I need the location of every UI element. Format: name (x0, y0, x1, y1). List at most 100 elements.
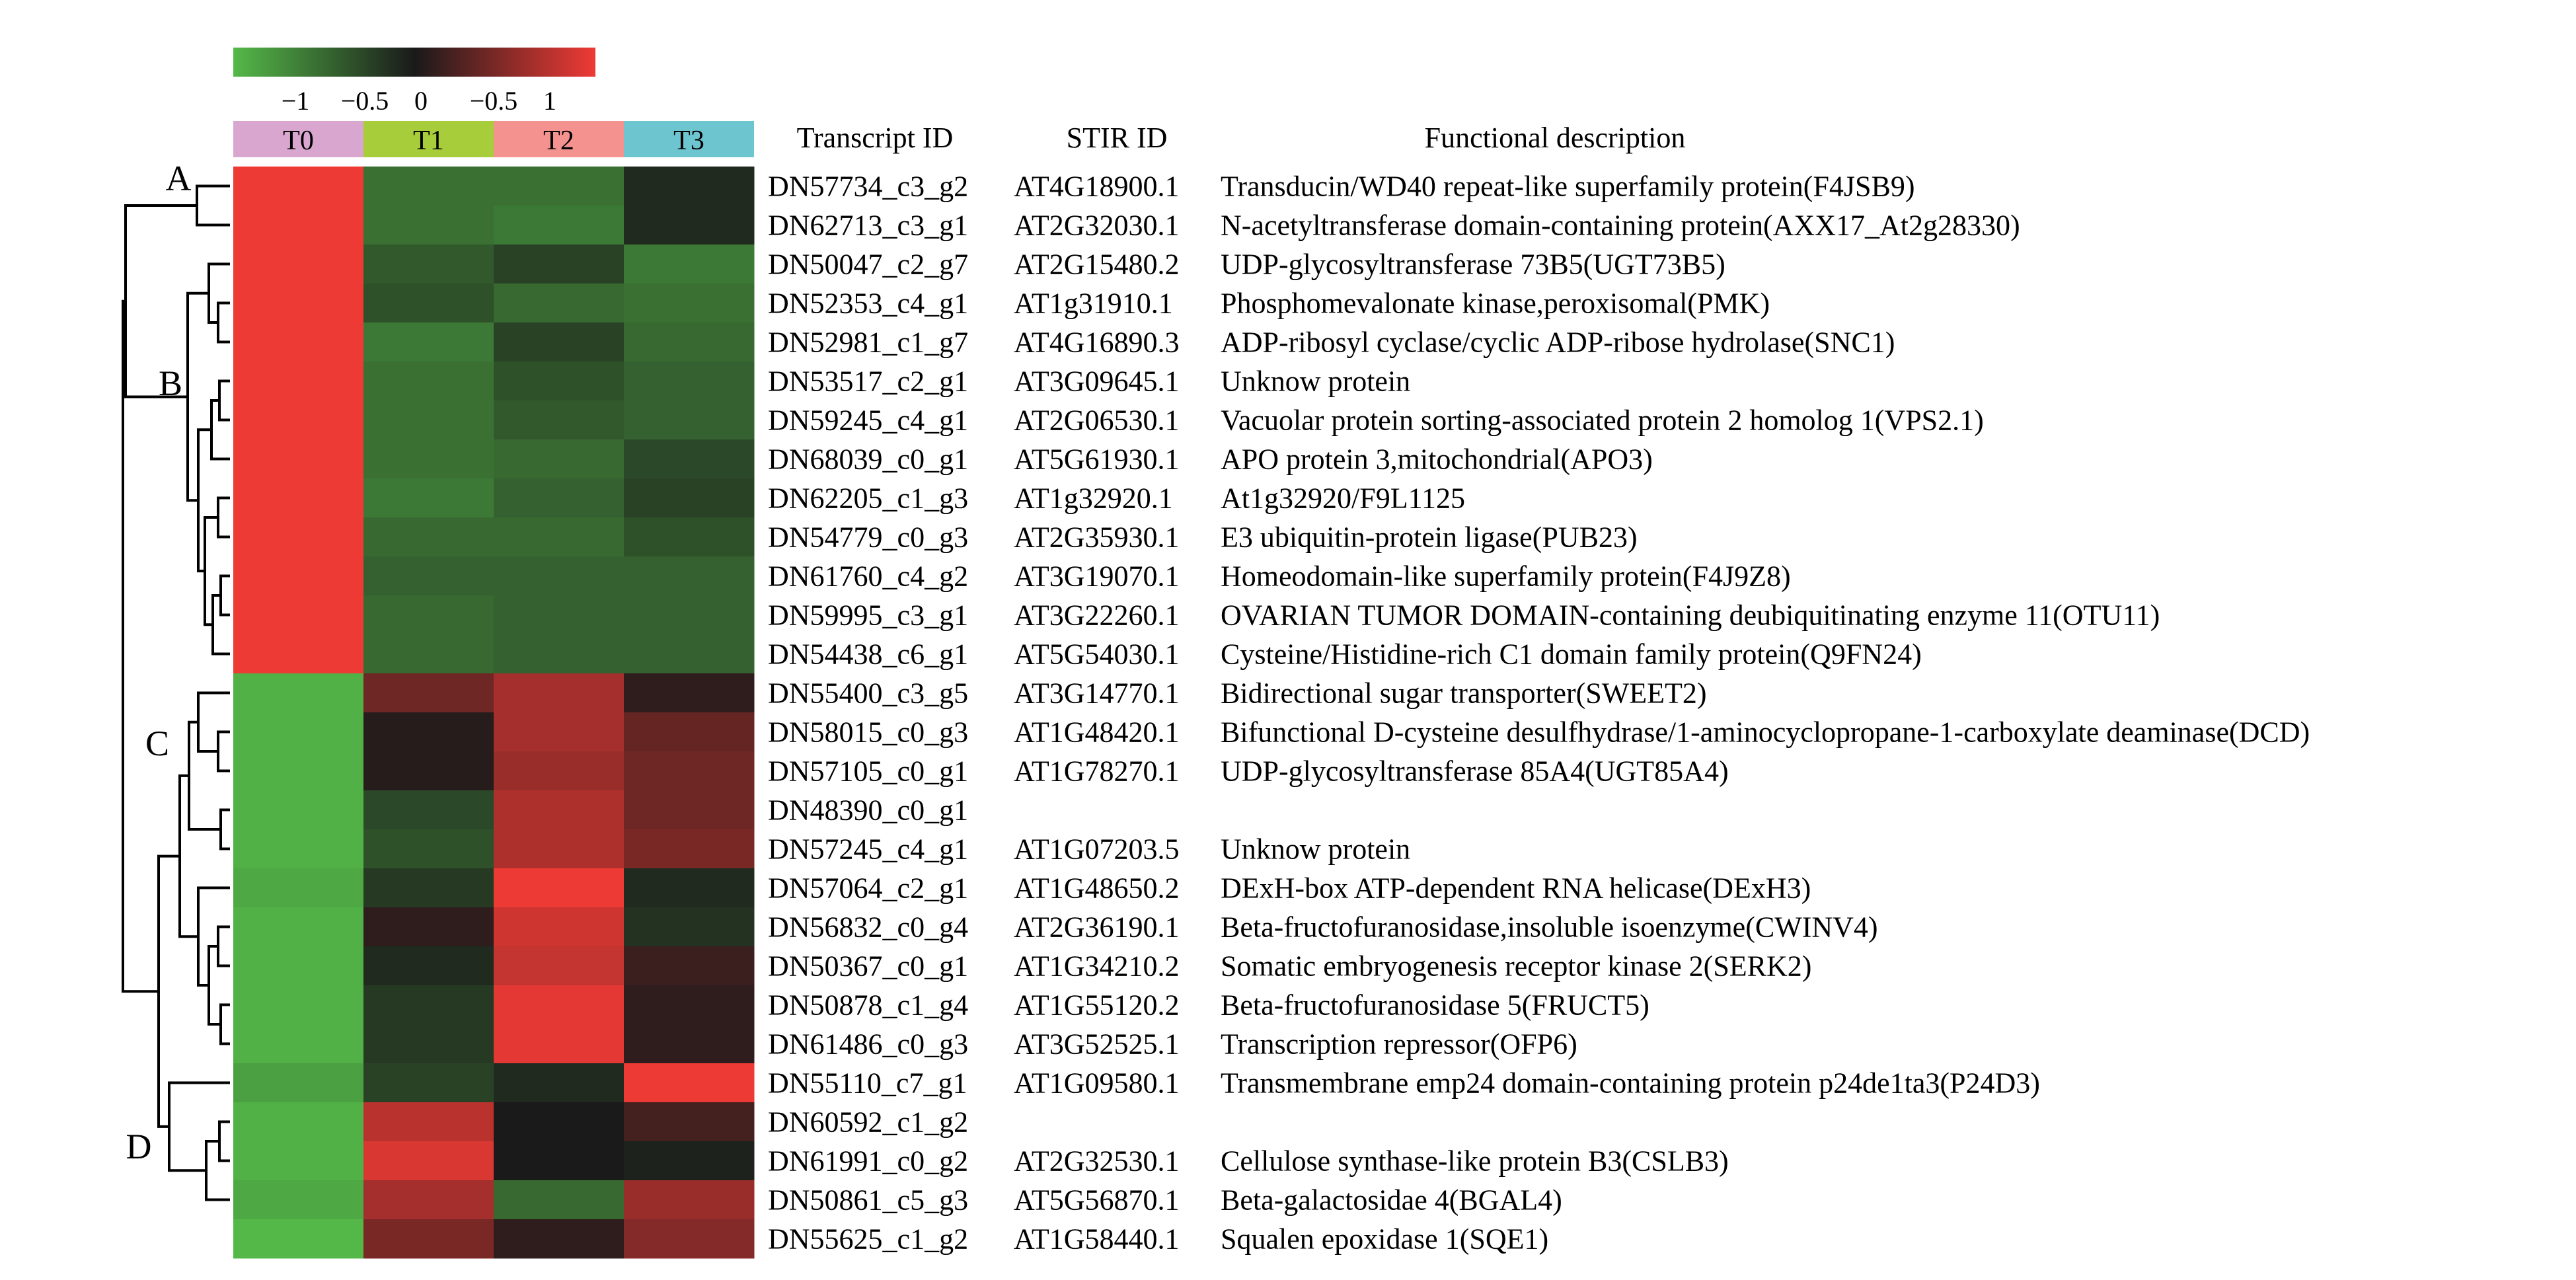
stir-id: AT2G32530.1 (1014, 1145, 1180, 1178)
dendrogram-branch (218, 379, 230, 422)
heatmap-cell (494, 556, 625, 596)
table-column-header: Transcript ID (797, 122, 954, 154)
heatmap-cell (363, 245, 494, 284)
functional-description: Squalen epoxidase 1(SQE1) (1221, 1223, 1548, 1256)
stir-id: AT2G36190.1 (1014, 911, 1180, 944)
stir-id: AT1G07203.5 (1014, 833, 1180, 866)
stir-id: AT5G56870.1 (1014, 1184, 1180, 1217)
heatmap-cell (494, 985, 625, 1025)
heatmap-cell (363, 478, 494, 518)
heatmap-cell (624, 517, 755, 557)
heatmap-cell (233, 790, 364, 830)
functional-description: Phosphomevalonate kinase,peroxisomal(PMK… (1221, 287, 1770, 320)
heatmap-cell (233, 1102, 364, 1142)
heatmap-cell (363, 556, 494, 596)
column-header-swatch (494, 121, 624, 157)
dendrogram-branch (219, 1003, 230, 1045)
functional-description: Homeodomain-like superfamily protein(F4J… (1221, 560, 1791, 593)
transcript-id: DN62713_c3_g1 (768, 209, 968, 242)
heatmap-cell (494, 361, 625, 401)
functional-description: APO protein 3,mitochondrial(APO3) (1221, 443, 1653, 476)
dendrogram-branch (219, 808, 230, 850)
transcript-id: DN60592_c1_g2 (768, 1106, 968, 1139)
stir-id: AT1G34210.2 (1014, 950, 1180, 983)
heatmap-cell (363, 1141, 494, 1181)
heatmap-cell (233, 751, 364, 791)
table-column-header: Functional description (1425, 122, 1686, 154)
transcript-id: DN57105_c0_g1 (768, 755, 968, 788)
heatmap-cell (363, 712, 494, 752)
functional-description: N-acetyltransferase domain-containing pr… (1221, 209, 2020, 242)
heatmap-cell (363, 595, 494, 635)
heatmap-cell (363, 829, 494, 869)
heatmap-cell (494, 790, 625, 830)
transcript-id: DN59245_c4_g1 (768, 404, 968, 437)
functional-description: UDP-glycosyltransferase 73B5(UGT73B5) (1221, 248, 1725, 281)
stir-id: AT5G61930.1 (1014, 443, 1180, 476)
stir-id: AT3G19070.1 (1014, 560, 1180, 593)
heatmap-cell (233, 206, 364, 245)
cluster-label: C (145, 724, 169, 763)
heatmap-cell (494, 712, 625, 752)
heatmap-cell (363, 1063, 494, 1103)
heatmap-cell (363, 400, 494, 440)
heatmap-cell (233, 868, 364, 908)
heatmap-cell (363, 322, 494, 362)
heatmap-cell (624, 245, 755, 284)
heatmap-cell (233, 1141, 364, 1181)
heatmap-cell (233, 322, 364, 362)
functional-description: Beta-fructofuranosidase 5(FRUCT5) (1221, 989, 1649, 1022)
heatmap-cell (233, 907, 364, 947)
heatmap-cell (624, 868, 755, 908)
functional-description: At1g32920/F9L1125 (1221, 482, 1465, 515)
functional-description: Unknow protein (1221, 833, 1410, 866)
column-label: T2 (543, 126, 574, 156)
heatmap-cell (233, 1180, 364, 1220)
color-scale-tick-label: 0 (414, 86, 428, 116)
functional-description: OVARIAN TUMOR DOMAIN-containing deubiqui… (1221, 599, 2160, 632)
color-scale-tick-label: −0.5 (341, 86, 389, 116)
stir-id: AT4G18900.1 (1014, 170, 1180, 203)
dendrogram-branch (197, 691, 230, 753)
stir-id: AT3G52525.1 (1014, 1028, 1180, 1061)
heatmap-cell (494, 322, 625, 362)
heatmap-cell (624, 1141, 755, 1181)
heatmap-cell (624, 322, 755, 362)
row-label-table: DN57734_c3_g2 AT4G18900.1 Transducin/WD40 … (768, 170, 2310, 1256)
stir-id: AT2G06530.1 (1014, 404, 1180, 437)
heatmap-cell (624, 283, 755, 323)
heatmap-cell (494, 946, 625, 986)
heatmap-cell (624, 1102, 755, 1142)
functional-description: Unknow protein (1221, 365, 1410, 398)
functional-description: ADP-ribosyl cyclase/cyclic ADP-ribose hy… (1221, 326, 1895, 359)
heatmap-cell (233, 829, 364, 869)
heatmap-cell (624, 400, 755, 440)
row-dendrogram: A B C D (122, 159, 230, 1201)
heatmap-cell (233, 478, 364, 518)
heatmap-cell (624, 946, 755, 986)
heatmap-cell (363, 206, 494, 245)
stir-id: AT2G15480.2 (1014, 248, 1180, 281)
transcript-id: DN50861_c5_g3 (768, 1184, 968, 1217)
color-scale-tick-label: −1 (282, 86, 310, 116)
column-header-swatch (363, 121, 494, 157)
stir-id: AT2G35930.1 (1014, 521, 1180, 554)
heatmap-cell (363, 1219, 494, 1259)
heatmap-cell (494, 167, 625, 206)
functional-description: Bidirectional sugar transporter(SWEET2) (1221, 677, 1707, 710)
cluster-label: A (166, 159, 192, 198)
transcript-id: DN52353_c4_g1 (768, 287, 968, 320)
dendrogram-branch (218, 1120, 230, 1162)
heatmap-cell (363, 439, 494, 479)
functional-description: Transmembrane emp24 domain-containing pr… (1221, 1067, 2040, 1100)
functional-description: UDP-glycosyltransferase 85A4(UGT85A4) (1221, 755, 1729, 788)
heatmap-cell (624, 439, 755, 479)
heatmap-cell (494, 517, 625, 557)
column-header-bar: T0 T1 T2 T3 Transcript ID STIR ID Functional d… (233, 121, 1685, 157)
stir-id: AT1g31910.1 (1014, 287, 1173, 320)
stir-id: AT1G58440.1 (1014, 1223, 1180, 1256)
functional-description: Beta-galactosidae 4(BGAL4) (1221, 1184, 1562, 1217)
heatmap-cell (624, 907, 755, 947)
heatmap-cell (363, 790, 494, 830)
